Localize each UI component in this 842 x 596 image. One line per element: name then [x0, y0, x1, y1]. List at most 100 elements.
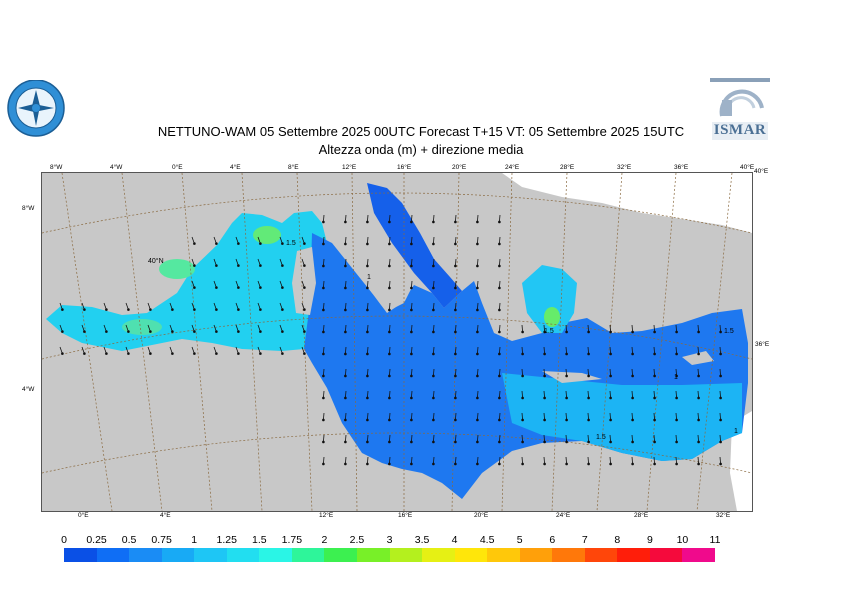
direction-arrow-head	[432, 308, 435, 312]
direction-arrow-head	[565, 396, 568, 400]
direction-arrow-head	[410, 330, 413, 334]
direction-arrow-head	[149, 308, 152, 311]
direction-arrow-head	[498, 330, 501, 334]
direction-arrow-head	[697, 418, 700, 422]
colorbar-label: 8	[614, 534, 621, 546]
direction-arrow-head	[259, 330, 262, 333]
bottom-tick-label: 12°E	[319, 512, 334, 519]
direction-arrow-head	[388, 462, 391, 466]
direction-arrow-head	[303, 264, 306, 267]
direction-arrow-head	[432, 374, 435, 378]
direction-arrow-head	[322, 308, 325, 312]
direction-arrow-head	[653, 374, 656, 378]
direction-arrow-head	[675, 330, 678, 334]
colorbar-swatch	[389, 548, 423, 562]
direction-arrow-head	[237, 330, 240, 333]
direction-arrow-head	[498, 352, 501, 356]
direction-arrow-head	[476, 264, 479, 268]
direction-arrow-head	[344, 440, 347, 444]
direction-arrow-head	[303, 286, 306, 289]
direction-arrow-head	[344, 286, 347, 290]
direction-arrow-head	[366, 396, 369, 400]
direction-arrow-head	[432, 462, 435, 466]
direction-arrow-head	[587, 440, 590, 444]
direction-arrow-head	[565, 374, 568, 378]
direction-arrow-head	[521, 352, 524, 356]
direction-arrow-head	[653, 352, 656, 356]
direction-arrow-head	[410, 242, 413, 246]
direction-arrow-head	[609, 374, 612, 378]
colorbar-label: 1	[191, 534, 198, 546]
top-tick-label: 20°E	[452, 164, 467, 171]
direction-arrow-head	[105, 308, 108, 311]
direction-arrow-head	[476, 220, 479, 224]
direction-arrow-head	[719, 440, 722, 444]
ismar-logo-text: ISMAR	[713, 122, 767, 138]
direction-arrow-head	[498, 220, 501, 224]
land-cyprus	[682, 351, 714, 365]
colorbar-swatch	[96, 548, 130, 562]
direction-arrow-head	[61, 308, 64, 311]
direction-arrow-head	[609, 418, 612, 422]
direction-arrow-head	[454, 440, 457, 444]
direction-arrow-head	[281, 264, 284, 267]
direction-arrow-head	[410, 286, 413, 290]
colorbar-swatch	[194, 548, 228, 562]
top-tick-label: 4°W	[110, 164, 123, 171]
direction-arrow-head	[61, 352, 64, 355]
direction-arrow-head	[653, 440, 656, 444]
contour-label: 1.5	[286, 240, 296, 247]
direction-arrow-head	[215, 330, 218, 333]
high-wave-patch	[159, 259, 195, 279]
direction-arrow-head	[105, 352, 108, 355]
direction-arrow-head	[259, 286, 262, 289]
direction-arrow-head	[587, 352, 590, 356]
contour-label: 1	[367, 274, 371, 281]
top-tick-label: 32°E	[617, 164, 632, 171]
right-tick-36e: 36°E	[755, 341, 770, 348]
direction-arrow-head	[322, 418, 325, 422]
direction-arrow-head	[498, 462, 501, 466]
direction-arrow-head	[498, 264, 501, 268]
direction-arrow-head	[366, 440, 369, 444]
direction-arrow-head	[432, 242, 435, 246]
colorbar-label: 2.5	[349, 534, 365, 546]
direction-arrow-head	[105, 330, 108, 333]
direction-arrow-head	[215, 264, 218, 267]
direction-arrow-head	[653, 462, 656, 466]
bottom-tick-label: 0°E	[78, 512, 89, 519]
direction-arrow-head	[322, 264, 325, 268]
direction-arrow-head	[476, 242, 479, 246]
direction-arrow-head	[631, 418, 634, 422]
direction-arrow-head	[697, 396, 700, 400]
direction-arrow-head	[587, 462, 590, 466]
direction-arrow-head	[432, 220, 435, 224]
direction-arrow-head	[388, 242, 391, 246]
direction-arrow-head	[454, 462, 457, 466]
direction-arrow-head	[432, 440, 435, 444]
direction-arrow-head	[476, 286, 479, 290]
direction-arrow-head	[543, 374, 546, 378]
direction-arrow-head	[366, 286, 369, 290]
colorbar-label: 0	[61, 534, 67, 546]
colorbar-swatch	[259, 548, 293, 562]
direction-arrow-head	[719, 462, 722, 466]
direction-arrow-head	[609, 352, 612, 356]
direction-arrow-head	[454, 286, 457, 290]
direction-arrow-head	[281, 352, 284, 355]
direction-arrow-head	[697, 330, 700, 334]
direction-arrow-head	[609, 396, 612, 400]
colorbar-label: 4.5	[479, 534, 495, 546]
map-subtitle: Altezza onda (m) + direzione media	[318, 142, 524, 157]
direction-arrow-head	[653, 396, 656, 400]
bottom-tick-label: 20°E	[474, 512, 489, 519]
direction-arrow-head	[215, 242, 218, 245]
colorbar-swatch	[356, 548, 390, 562]
direction-arrow-head	[521, 418, 524, 422]
colorbar-label: 10	[676, 534, 689, 546]
direction-arrow-head	[719, 330, 722, 334]
direction-arrow-head	[521, 374, 524, 378]
inner-lat-label: 40°N	[148, 257, 164, 265]
direction-arrow-head	[719, 352, 722, 356]
direction-arrow-head	[388, 286, 391, 290]
